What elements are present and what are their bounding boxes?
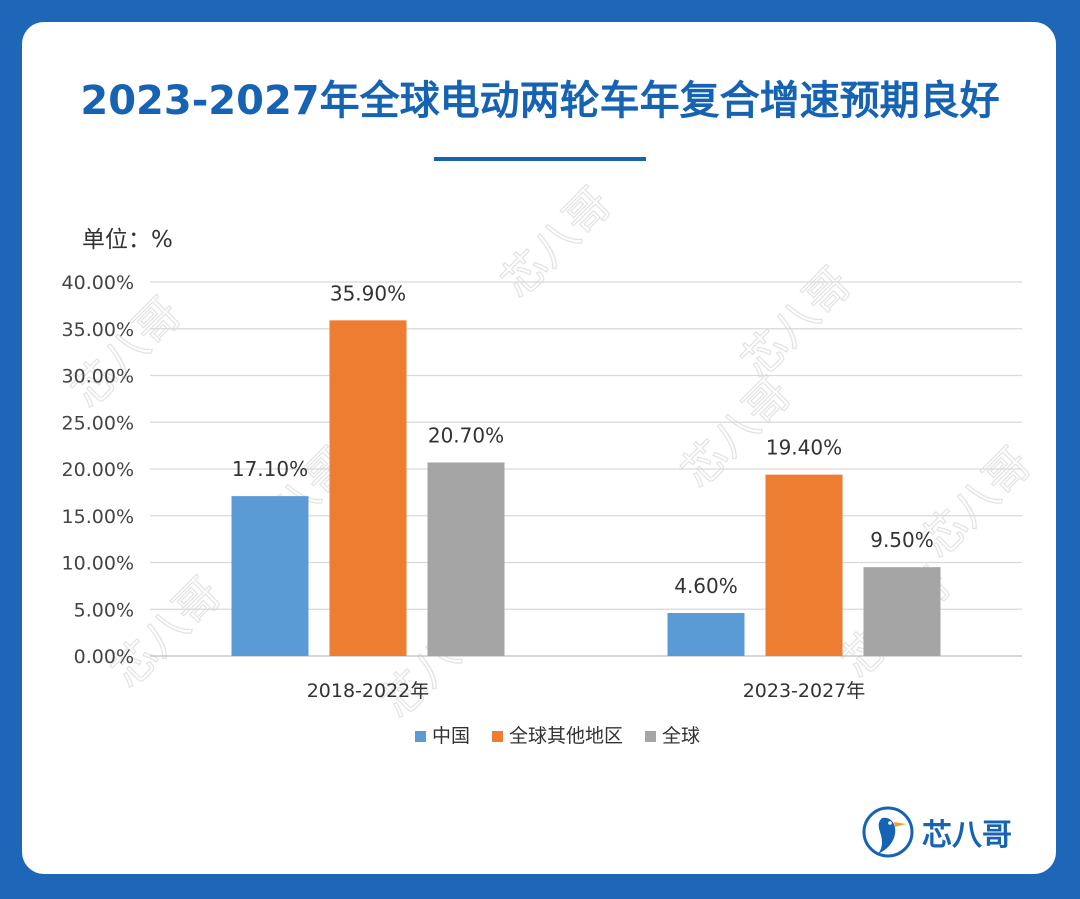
watermark-text: 芯八哥	[102, 568, 231, 697]
y-tick-label: 30.00%	[62, 366, 134, 388]
data-label: 4.60%	[674, 574, 738, 598]
watermark-text: 芯八哥	[62, 288, 191, 417]
y-tick-label: 5.00%	[74, 599, 134, 621]
bar	[231, 496, 309, 656]
legend-label: 全球	[662, 725, 700, 747]
brand-logo: 芯八哥	[860, 804, 1012, 860]
unit-label: 单位：%	[82, 227, 173, 253]
page-title: 2023-2027年全球电动两轮车年复合增速预期良好	[80, 78, 1000, 124]
y-tick-label: 10.00%	[62, 553, 134, 575]
y-tick-label: 0.00%	[74, 646, 134, 668]
legend-swatch	[645, 731, 656, 742]
bar	[765, 474, 843, 656]
legend-swatch	[415, 731, 426, 742]
y-tick-label: 25.00%	[62, 412, 134, 434]
y-tick-label: 35.00%	[62, 319, 134, 341]
legend-label: 全球其他地区	[509, 725, 623, 747]
kingfisher-bird-icon	[862, 806, 914, 858]
data-label: 9.50%	[870, 528, 934, 552]
brand-name: 芯八哥	[922, 818, 1012, 853]
bar	[329, 320, 407, 656]
x-tick-label: 2023-2027年	[743, 680, 866, 702]
watermark-text: 芯八哥	[732, 258, 861, 387]
legend-swatch	[492, 731, 503, 742]
title-divider	[434, 157, 646, 161]
watermark-text: 芯八哥	[492, 178, 621, 307]
bar	[863, 567, 941, 656]
y-tick-label: 15.00%	[62, 506, 134, 528]
data-label: 35.90%	[330, 281, 406, 305]
data-label: 17.10%	[232, 457, 308, 481]
bar	[667, 612, 745, 656]
data-label: 19.40%	[766, 436, 842, 460]
legend-label: 中国	[432, 725, 470, 747]
bar	[427, 462, 505, 656]
x-tick-label: 2018-2022年	[307, 680, 430, 702]
chart-card	[22, 22, 1056, 874]
y-tick-label: 40.00%	[62, 272, 134, 294]
data-label: 20.70%	[428, 423, 504, 447]
y-tick-label: 20.00%	[62, 459, 134, 481]
